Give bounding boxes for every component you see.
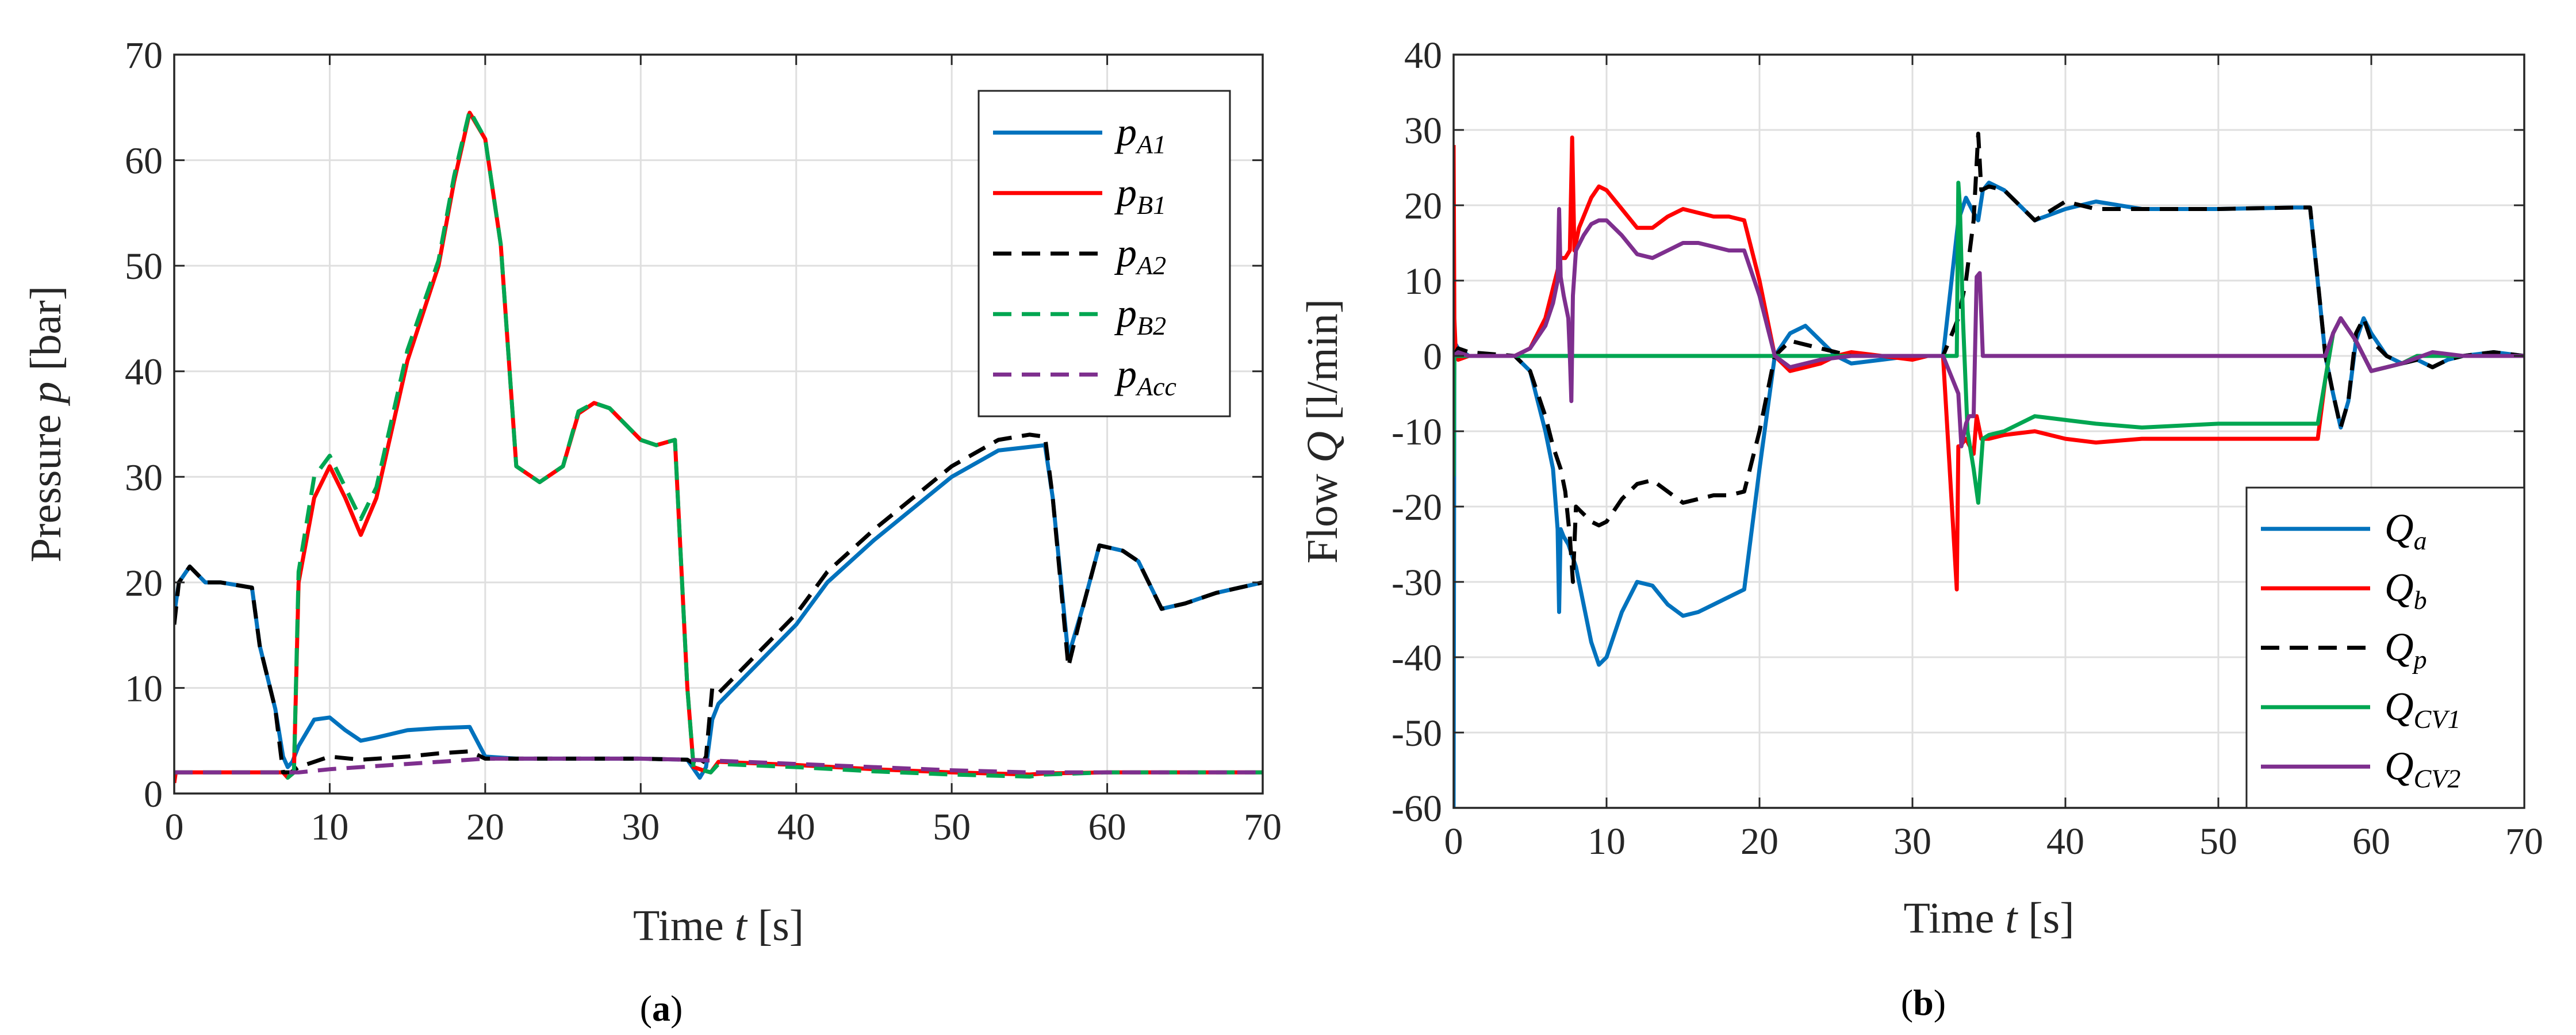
caption-a: (a) [640,988,683,1029]
legend-label: QCV2 [2385,744,2460,793]
x-tick-label: 50 [933,806,971,848]
legend-box [977,90,1231,417]
legend-item-p-a1: pA1 [993,110,1166,159]
legend-item-q-a: Qa [2261,507,2427,555]
y-tick-label: 30 [125,457,163,499]
y-tick-label: 0 [144,773,163,815]
series-line-q-p [1454,132,2524,584]
y-axis-label: Flow Q [l/min] [1298,299,1347,564]
ticks: 0 10 20 30 40 50 60 70 -60 -50 -40 -30 -20 -10 0 10 20 30… [1392,34,2543,862]
x-tick-label: 0 [165,806,184,848]
x-tick-label: 70 [1244,806,1282,848]
y-tick-label: -30 [1392,562,1442,604]
y-tick-label: 0 [1423,336,1442,378]
legend-item-q-p: Qp [2261,626,2427,674]
series-line-p-b2 [174,108,1263,780]
legend-item-q-cv1: QCV1 [2261,685,2460,734]
y-tick-label: -20 [1392,486,1442,528]
x-tick-label: 20 [466,806,504,848]
legend-item-p-a2: pA2 [993,231,1166,280]
legend-label: QCV1 [2385,685,2460,734]
y-tick-label: -50 [1392,712,1442,754]
x-tick-label: 30 [622,806,660,848]
ticks: 0 10 20 30 40 50 60 70 0 10 20 30 40 50 60 70 [125,34,1282,848]
x-tick-label: 70 [2505,821,2543,862]
legend-item-p-acc: pAcc [993,352,1176,401]
y-tick-label: 60 [125,140,163,182]
legend-label: pA2 [1114,231,1166,280]
legend-label: pAcc [1114,352,1176,401]
axes-box [173,53,1264,795]
caption-b: (b) [1901,982,1946,1023]
x-tick-label: 50 [2199,821,2237,862]
y-tick-label: -10 [1392,411,1442,453]
legend: Qa Qb Qp QCV1 QCV2 [2245,486,2525,809]
y-tick-label: 70 [125,34,163,76]
x-tick-label: 60 [2352,821,2390,862]
y-tick-label: 50 [125,246,163,288]
y-tick-label: 10 [1404,260,1442,302]
y-tick-label: 30 [1404,110,1442,152]
series-lines [1454,132,2524,808]
y-tick-label: 40 [125,351,163,393]
series-line-p-acc [174,756,1263,775]
legend-label: Qa [2385,507,2427,555]
x-tick-label: 20 [1741,821,1778,862]
series-line-q-cv2 [1454,207,2524,448]
y-tick-label: -40 [1392,637,1442,679]
y-tick-label: 40 [1404,34,1442,76]
chart-panel-b: 0 10 20 30 40 50 60 70 -60 -50 -40 -30 -20 -10 0 10 20 30… [1298,34,2543,1023]
legend-item-q-cv2: QCV2 [2261,744,2460,793]
y-tick-label: 20 [125,562,163,604]
x-axis-label: Time t [s] [633,902,804,950]
legend-label: Qp [2385,626,2427,674]
x-tick-label: 10 [310,806,348,848]
legend-item-p-b2: pB2 [993,292,1166,340]
legend-label: pA1 [1114,110,1166,159]
x-tick-label: 40 [2046,821,2084,862]
chart-panel-a: 0 10 20 30 40 50 60 70 0 10 20 30 40 50 60 70 Time t [s]… [22,34,1282,1029]
legend-label: Qb [2385,566,2427,615]
x-tick-label: 40 [777,806,815,848]
legend-label: pB1 [1114,171,1166,220]
x-tick-label: 30 [1893,821,1931,862]
x-tick-label: 0 [1444,821,1463,862]
x-tick-label: 60 [1088,806,1126,848]
y-tick-label: 10 [125,668,163,710]
y-tick-label: -60 [1392,788,1442,830]
legend-label: pB2 [1114,292,1166,340]
series-lines [174,108,1263,784]
x-axis-label: Time t [s] [1903,894,2074,942]
legend: pA1 pB1 pA2 pB2 pAcc [977,90,1231,417]
y-tick-label: 20 [1404,185,1442,227]
y-axis-label: Pressure p [bar] [22,286,70,562]
series-line-p-a2 [174,432,1263,775]
x-tick-label: 10 [1588,821,1626,862]
legend-item-p-b1: pB1 [993,171,1166,220]
legend-item-q-b: Qb [2261,566,2427,615]
